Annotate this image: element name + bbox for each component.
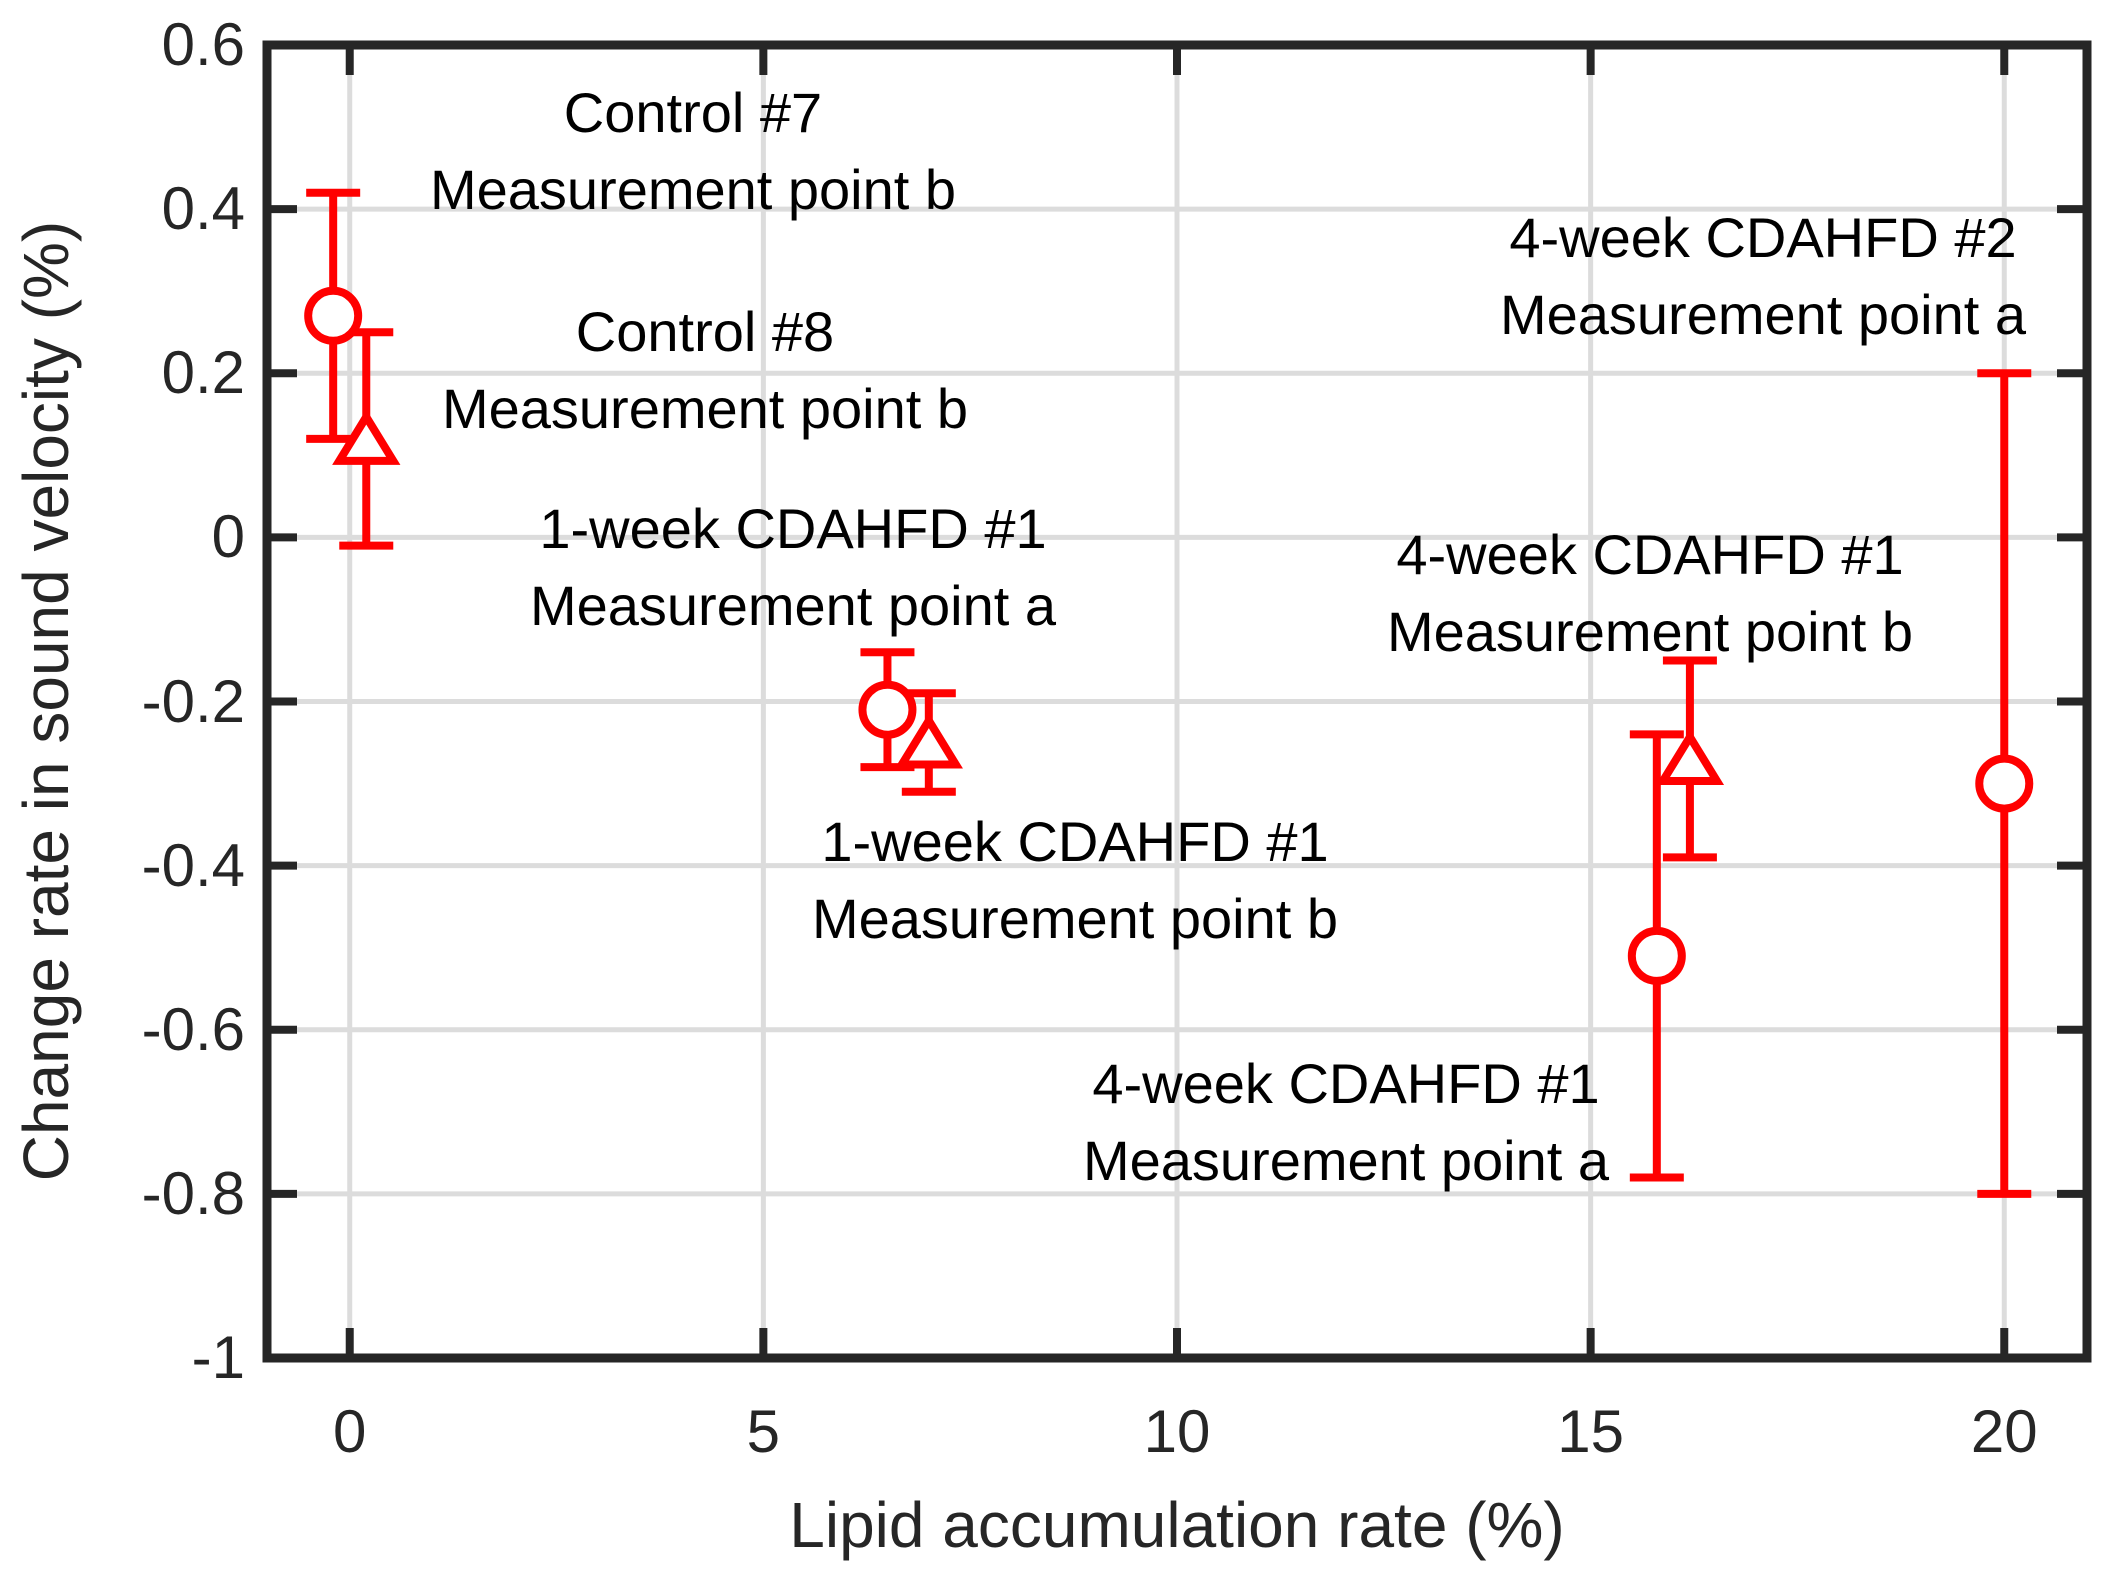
y-tick-label: -0.2 xyxy=(141,667,245,735)
x-tick-label: 10 xyxy=(1143,1398,1211,1465)
annotation-line: Measurement point b xyxy=(811,887,1339,950)
circle-marker xyxy=(304,286,363,345)
annotation-line: 4-week CDAHFD #2 xyxy=(1509,206,2017,269)
annotation-line: Measurement point a xyxy=(1499,283,2027,346)
x-tick-label: 0 xyxy=(333,1398,367,1465)
y-tick-label: 0.2 xyxy=(161,339,245,407)
y-tick-label: 0.6 xyxy=(161,11,245,78)
annotation-line: Measurement point a xyxy=(529,574,1057,637)
annotation-line: Control #8 xyxy=(575,300,835,363)
triangle-marker xyxy=(1655,729,1725,785)
triangle-marker xyxy=(332,409,401,465)
annotation: 4-week CDAHFD #1 Measurement point b xyxy=(1387,516,1913,670)
x-tick-label: 15 xyxy=(1557,1398,1624,1465)
annotation-line: 1-week CDAHFD #1 xyxy=(821,810,1329,873)
x-tick-label: 20 xyxy=(1970,1398,2038,1465)
annotation: 1-week CDAHFD #1 Measurement point b xyxy=(812,803,1338,957)
y-tick-label: -0.4 xyxy=(141,831,245,899)
annotation-line: 4-week CDAHFD #1 xyxy=(1092,1052,1600,1115)
annotation-line: Measurement point a xyxy=(1082,1129,1610,1192)
y-tick-label: -1 xyxy=(191,1324,245,1391)
annotation-line: Measurement point b xyxy=(429,158,957,221)
circle-marker xyxy=(858,680,917,739)
annotation: 4-week CDAHFD #2 Measurement point a xyxy=(1500,199,2026,353)
annotation: 1-week CDAHFD #1 Measurement point a xyxy=(530,490,1056,644)
circle-marker xyxy=(1975,754,2034,813)
axes-box xyxy=(262,40,2092,1363)
y-tick-label: -0.8 xyxy=(141,1159,245,1227)
annotation: 4-week CDAHFD #1 Measurement point a xyxy=(1083,1045,1609,1199)
annotation-line: Measurement point b xyxy=(441,377,969,440)
x-tick-label: 5 xyxy=(746,1398,781,1465)
annotation: Control #7 Measurement point b xyxy=(430,74,956,228)
annotation-line: Control #7 xyxy=(563,81,823,144)
y-tick-label: 0 xyxy=(211,503,245,571)
annotation: Control #8 Measurement point b xyxy=(442,293,968,447)
x-axis-label: Lipid accumulation rate (%) xyxy=(789,1489,1565,1561)
circle-marker xyxy=(1627,926,1686,985)
y-tick-label: 0.4 xyxy=(161,175,245,243)
y-tick-label: -0.6 xyxy=(141,995,245,1063)
annotation-line: 1-week CDAHFD #1 xyxy=(539,497,1047,560)
annotation-line: Measurement point b xyxy=(1386,600,1914,663)
triangle-marker xyxy=(894,712,963,769)
annotation-line: 4-week CDAHFD #1 xyxy=(1396,523,1904,586)
